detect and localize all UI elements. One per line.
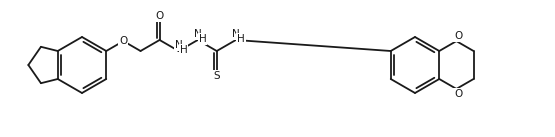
Text: O: O <box>455 89 462 99</box>
Text: O: O <box>455 31 462 41</box>
Text: N: N <box>232 29 240 39</box>
Text: N: N <box>175 40 183 50</box>
Text: O: O <box>119 36 128 46</box>
Text: H: H <box>180 45 188 55</box>
Text: H: H <box>199 34 206 44</box>
Text: H: H <box>237 34 245 44</box>
Text: N: N <box>194 29 201 39</box>
Text: O: O <box>155 11 164 21</box>
Text: S: S <box>214 71 220 81</box>
